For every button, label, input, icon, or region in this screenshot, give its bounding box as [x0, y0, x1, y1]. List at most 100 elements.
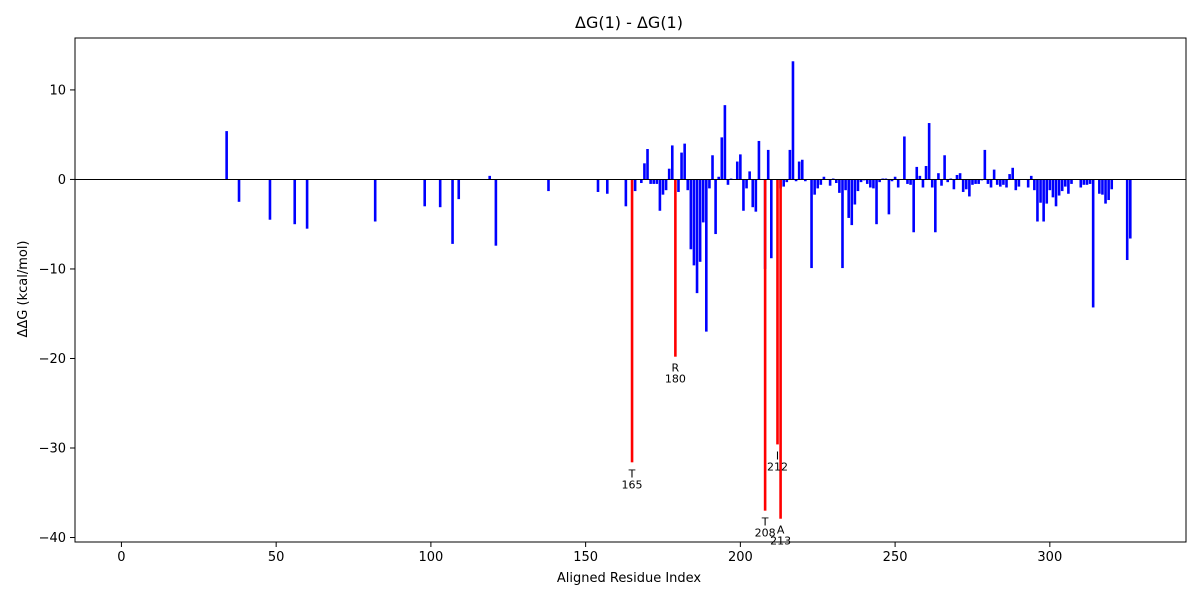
bar-254	[906, 179, 909, 184]
bar-176	[664, 179, 668, 191]
bar-219	[797, 161, 801, 180]
bar-34	[225, 131, 228, 180]
bar-48	[268, 179, 272, 220]
bar-184	[689, 179, 693, 250]
bar-180	[677, 179, 680, 192]
bar-172	[652, 179, 656, 184]
bar-217	[791, 61, 795, 180]
bar-304	[1060, 179, 1064, 192]
highlight-bar-212	[776, 179, 779, 445]
bar-312	[1085, 179, 1089, 185]
bar-206	[757, 140, 761, 180]
bar-138	[547, 179, 550, 192]
y-tick-label-10: 10	[49, 83, 66, 98]
bar-109	[457, 179, 461, 200]
annotation-index-212: 212	[767, 460, 788, 473]
bar-239	[859, 179, 863, 183]
bar-256	[912, 179, 915, 233]
chart-title: ΔG(1) - ΔG(1)	[575, 13, 683, 32]
x-tick-label-100: 100	[418, 550, 443, 565]
bar-271	[958, 173, 962, 180]
bar-234	[844, 179, 847, 191]
annotation-residue-213: A	[777, 524, 785, 537]
bar-56	[293, 179, 297, 225]
bar-183	[686, 179, 690, 191]
bar-203	[748, 171, 751, 180]
bar-232	[838, 179, 841, 193]
bar-210	[770, 179, 773, 259]
bar-279	[983, 149, 987, 180]
bar-275	[971, 179, 974, 185]
bar-199	[735, 161, 739, 180]
bar-221	[804, 179, 807, 182]
annotation-residue-165: T	[628, 467, 636, 480]
bar-303	[1057, 179, 1061, 196]
bar-301	[1051, 179, 1055, 198]
bar-205	[754, 179, 758, 212]
bar-181	[680, 152, 683, 180]
bar-178	[670, 145, 674, 180]
bar-204	[751, 179, 755, 208]
bar-318	[1104, 179, 1107, 204]
bar-295	[1033, 179, 1036, 191]
bar-298	[1042, 179, 1045, 222]
bar-273	[964, 179, 968, 190]
x-tick-label-300: 300	[1037, 550, 1062, 565]
bar-177	[667, 168, 671, 180]
bar-201	[742, 179, 745, 211]
bar-225	[816, 179, 820, 189]
annotation-index-213: 213	[770, 535, 791, 548]
x-axis: 0 50 100 150 200 250 300	[117, 542, 1062, 565]
bar-216	[788, 149, 792, 180]
bar-245	[878, 179, 881, 183]
bar-274	[968, 179, 971, 197]
bar-233	[841, 179, 844, 269]
bar-187	[698, 179, 702, 262]
bar-190	[708, 179, 711, 189]
bar-223	[810, 179, 813, 269]
bar-202	[745, 179, 748, 189]
bar-218	[794, 179, 798, 182]
bar-293	[1026, 179, 1030, 188]
bar-174	[658, 179, 662, 211]
bar-103	[438, 179, 442, 208]
x-axis-label: Aligned Residue Index	[557, 571, 702, 586]
bar-265	[940, 179, 943, 186]
bar-182	[683, 143, 686, 180]
bar-296	[1036, 179, 1039, 222]
bar-169	[643, 163, 646, 180]
bar-186	[695, 179, 699, 294]
bar-286	[1005, 179, 1008, 188]
bar-251	[896, 179, 900, 188]
highlight-bar-213	[779, 179, 782, 519]
bar-250	[893, 176, 897, 180]
bar-285	[1002, 179, 1005, 185]
bar-289	[1014, 179, 1018, 191]
annotation-index-208: 208	[755, 527, 776, 540]
bar-294	[1029, 175, 1033, 180]
x-tick-label-0: 0	[117, 550, 125, 565]
bar-163	[624, 179, 628, 207]
bar-200	[739, 154, 742, 180]
bar-264	[937, 173, 940, 180]
bar-171	[649, 179, 652, 184]
bar-320	[1110, 179, 1114, 190]
bar-317	[1101, 179, 1104, 195]
bar-227	[822, 176, 826, 180]
highlight-bar-208	[763, 179, 767, 511]
bar-241	[865, 179, 869, 184]
y-tick-label-0: 0	[58, 173, 66, 188]
y-tick-label--10: −10	[39, 262, 66, 277]
bar-237	[853, 179, 857, 205]
bar-196	[726, 179, 730, 185]
bar-297	[1039, 179, 1042, 203]
bar-253	[903, 136, 906, 180]
bar-299	[1045, 179, 1049, 204]
bar-314	[1091, 179, 1095, 308]
bar-192	[714, 179, 717, 235]
bar-282	[992, 169, 996, 180]
bar-98	[423, 179, 426, 207]
bar-316	[1098, 179, 1101, 194]
